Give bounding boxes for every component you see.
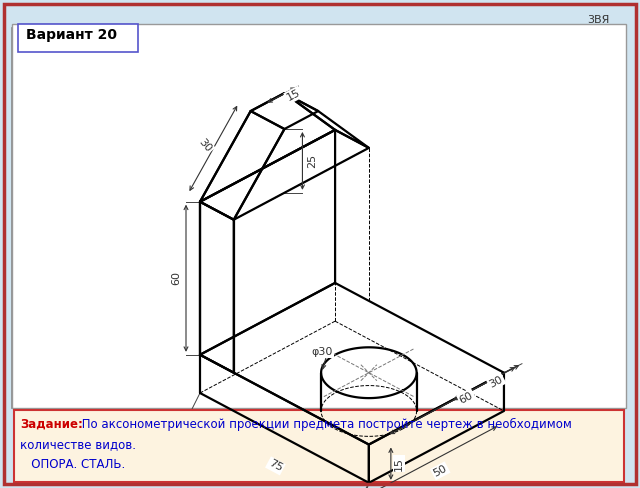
Text: ОПОРА. СТАЛЬ.: ОПОРА. СТАЛЬ. <box>20 458 125 471</box>
Text: 15: 15 <box>394 457 404 470</box>
Text: 3ВЯ: 3ВЯ <box>588 15 610 25</box>
Bar <box>18 24 138 52</box>
Text: 25: 25 <box>307 154 317 168</box>
Bar <box>12 28 626 408</box>
Text: 50: 50 <box>432 463 449 479</box>
Text: По аксонометрической проекции предмета постройте чертеж в необходимом: По аксонометрической проекции предмета п… <box>78 418 572 431</box>
Text: φ30: φ30 <box>311 346 333 357</box>
Text: Вариант 20: Вариант 20 <box>26 28 117 42</box>
Text: 60: 60 <box>171 271 181 285</box>
Text: 15: 15 <box>285 87 302 103</box>
Text: 30: 30 <box>488 374 505 389</box>
Bar <box>14 410 624 482</box>
Text: 30: 30 <box>197 137 214 154</box>
Text: Задание:: Задание: <box>20 418 83 431</box>
Text: количестве видов.: количестве видов. <box>20 438 136 451</box>
Bar <box>12 24 626 408</box>
Text: 75: 75 <box>267 458 284 474</box>
Text: 60: 60 <box>458 390 475 406</box>
